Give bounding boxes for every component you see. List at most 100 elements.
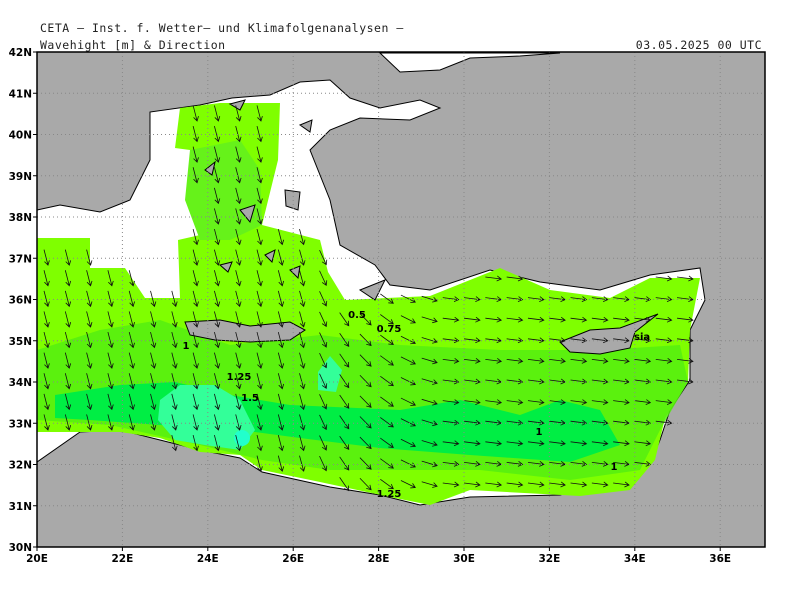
islands xyxy=(204,99,387,301)
wave-arrow xyxy=(64,414,72,431)
wave-arrow xyxy=(235,105,242,122)
lon-label: 20E xyxy=(26,553,48,565)
wave-arrow xyxy=(64,373,72,390)
wave-arrow xyxy=(506,481,524,488)
wave-arrow xyxy=(549,440,566,447)
wave-arrow xyxy=(677,337,694,344)
wave-arrow xyxy=(339,415,350,430)
wave-arrow xyxy=(655,358,673,364)
wave-arrow xyxy=(591,440,609,447)
wave-arrow xyxy=(299,331,306,349)
wave-arrow xyxy=(150,331,157,349)
wave-arrow xyxy=(591,481,609,488)
wave-arrow xyxy=(400,315,416,324)
wave-arrow xyxy=(256,208,263,225)
lon-label: 22E xyxy=(112,553,134,565)
wave-arrow xyxy=(235,270,242,287)
wave-arrow xyxy=(107,393,114,411)
wave-arrow xyxy=(299,455,306,472)
wave-arrow xyxy=(421,316,438,324)
wave-arrow xyxy=(527,358,545,364)
wave-arrow xyxy=(655,378,673,385)
wave-arrow xyxy=(506,440,524,447)
lat-label: 37N xyxy=(9,253,32,265)
wave-arrow xyxy=(192,270,199,287)
wave-arrow xyxy=(128,373,135,390)
wave-arrow xyxy=(235,434,242,452)
wave-arrow xyxy=(464,440,481,447)
wave-arrow xyxy=(214,105,221,122)
wave-arrow xyxy=(570,440,588,447)
wave-arrow xyxy=(442,481,460,488)
wave-arrow xyxy=(319,373,328,389)
wave-arrow xyxy=(299,290,306,308)
wave-arrow xyxy=(299,414,306,431)
wave-arrow xyxy=(359,416,372,429)
wave-arrow xyxy=(442,419,460,426)
wave-arrow xyxy=(214,373,221,390)
wave-arrow xyxy=(277,455,285,472)
wave-arrow xyxy=(128,352,135,369)
wave-arrow xyxy=(43,270,50,287)
wave-arrow xyxy=(613,316,630,323)
wave-arrow xyxy=(634,337,652,344)
wave-arrow xyxy=(677,378,694,385)
wave-arrow xyxy=(256,393,263,411)
wave-arrow xyxy=(400,438,416,448)
wave-arrow xyxy=(570,378,588,385)
wave-arrow xyxy=(634,461,652,467)
lon-label: 24E xyxy=(197,553,219,565)
wave-arrow xyxy=(277,270,285,287)
wave-arrow xyxy=(359,395,372,408)
wave-arrow xyxy=(192,414,199,431)
wave-arrow xyxy=(506,296,524,302)
wave-arrow xyxy=(570,399,588,405)
wave-arrow xyxy=(192,331,199,349)
wave-arrow xyxy=(319,394,328,410)
wave-arrow xyxy=(380,417,394,428)
wave-arrow xyxy=(235,311,242,328)
wave-arrow xyxy=(549,399,566,405)
wave-arrow xyxy=(421,295,438,303)
wave-arrow xyxy=(591,358,609,364)
wave-arrow xyxy=(235,373,242,390)
lat-label: 31N xyxy=(9,501,32,513)
wave-arrow xyxy=(64,249,72,266)
wave-arrow xyxy=(107,373,114,390)
wave-arrow xyxy=(150,373,157,390)
wave-arrow xyxy=(464,316,481,323)
wave-arrow xyxy=(400,480,416,489)
wave-arrow xyxy=(464,358,481,364)
wave-arrow xyxy=(107,270,114,287)
wave-arrow xyxy=(570,316,588,323)
contour-label: 1 xyxy=(611,462,618,473)
wave-arrow xyxy=(400,397,416,406)
wave-arrow xyxy=(171,373,178,390)
wave-arrow xyxy=(171,290,178,308)
wave-arrow xyxy=(299,352,306,369)
wave-arrow xyxy=(277,373,285,390)
wave-arrow xyxy=(442,399,460,405)
wave-arrow xyxy=(506,419,524,426)
wave-arrow xyxy=(192,249,199,266)
wave-arrow xyxy=(256,270,263,287)
wave-arrow xyxy=(214,311,221,328)
contour-label: 1 xyxy=(536,427,543,438)
wave-arrow xyxy=(86,414,93,431)
wave-arrow xyxy=(150,414,157,431)
wave-arrow xyxy=(214,146,221,163)
wave-arrow xyxy=(506,378,524,385)
wave-arrow xyxy=(506,461,524,467)
wave-arrow xyxy=(299,270,306,287)
wave-arrow xyxy=(256,373,263,390)
wave-arrow xyxy=(319,249,328,266)
wave-arrow xyxy=(527,440,545,447)
wave-arrow xyxy=(192,434,199,452)
wave-arrow xyxy=(192,146,199,163)
wave-arrow xyxy=(214,270,221,287)
wave-arrow xyxy=(485,481,503,488)
lat-label: 39N xyxy=(9,171,32,183)
wave-arrow xyxy=(549,316,566,323)
wave-arrow xyxy=(86,393,93,411)
wave-arrow xyxy=(359,374,372,388)
